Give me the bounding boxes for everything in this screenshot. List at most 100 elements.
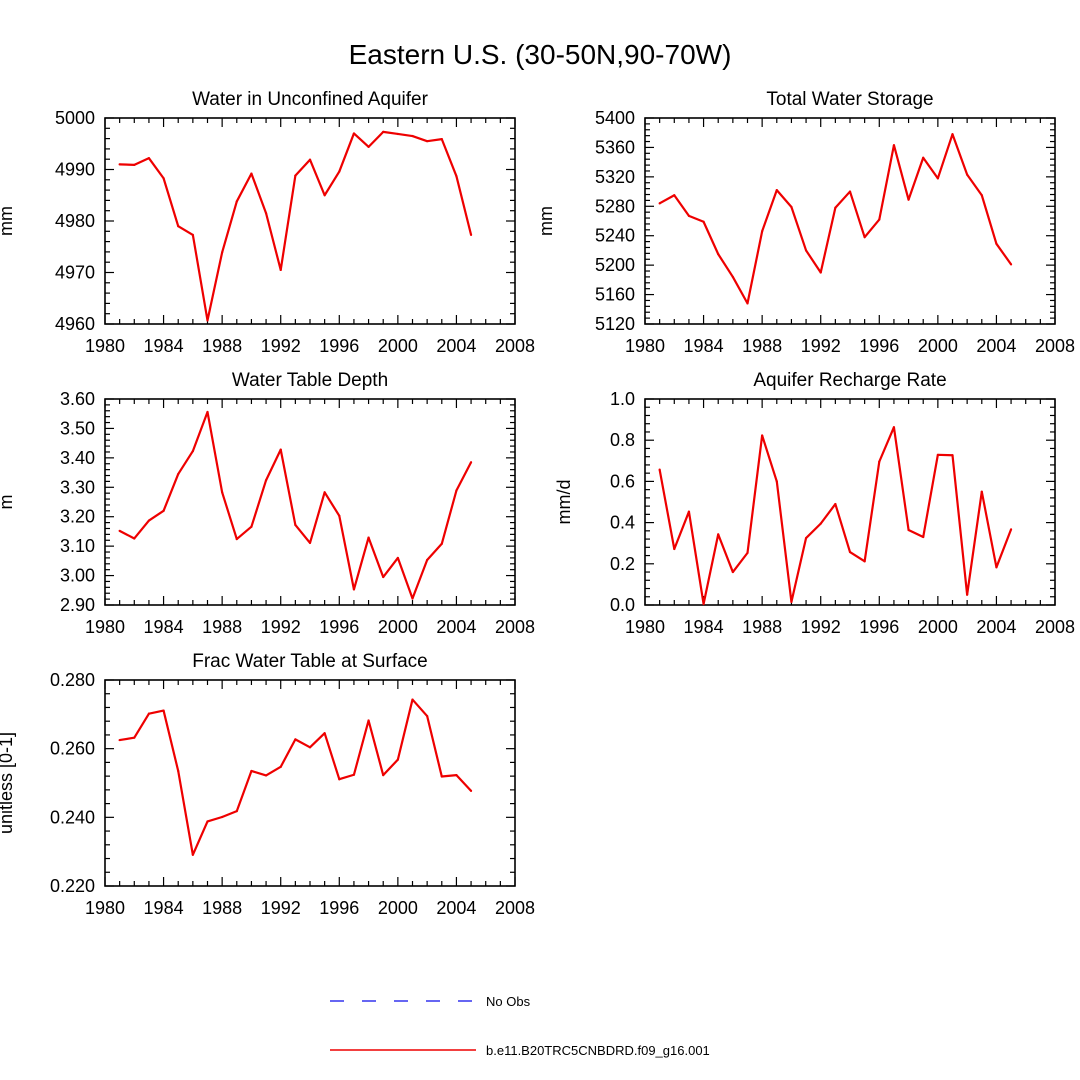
panel-5-ytick-label: 0.260 — [50, 739, 95, 759]
panel-4-data-point — [834, 502, 837, 506]
panel-1-data-point — [177, 225, 180, 228]
panel-4-data-point — [819, 522, 822, 525]
panel-1-ytick-label: 4980 — [55, 211, 95, 231]
panel-2-data-point — [922, 156, 925, 159]
panel-1-xtick-label: 2008 — [495, 336, 535, 356]
panel-5-data-point — [250, 769, 253, 773]
panel-3-ylabel: m — [0, 495, 16, 510]
panel-1-data-point — [118, 163, 121, 166]
panel-1-series-line — [119, 130, 473, 322]
panel-4-xtick-label: 2000 — [918, 617, 958, 637]
panel-4-data-point — [907, 528, 910, 532]
panel-2-ytick-label: 5120 — [595, 314, 635, 334]
panel-5-xtick-label: 2008 — [495, 898, 535, 918]
panel-4-data-point — [951, 454, 954, 457]
panel-3-xtick-label: 1984 — [144, 617, 184, 637]
panel-1-data-point — [352, 132, 356, 135]
panel-5-data-point — [426, 714, 429, 718]
panel-4-xtick-label: 2004 — [976, 617, 1016, 637]
panel-5-xtick-label: 2000 — [378, 898, 418, 918]
panel-1-data-point — [308, 158, 312, 161]
panel-3-ytick-label: 3.50 — [60, 418, 95, 438]
panel-4-data-point — [966, 593, 969, 596]
panel-3-data-point — [177, 472, 180, 476]
panel-4-ytick-label: 0.4 — [610, 513, 635, 533]
panel-4-data-point — [892, 426, 896, 429]
panel-4-data-point — [863, 560, 866, 563]
panel-2-data-point — [746, 302, 749, 305]
panel-1-xtick-label: 2004 — [436, 336, 476, 356]
panel-5-ytick-label: 0.280 — [50, 670, 95, 690]
panel-3-xtick-label: 1980 — [85, 617, 125, 637]
panel-3-data-point — [367, 536, 370, 539]
panel-2-data-point — [658, 202, 661, 205]
panel-1-water-in-unconfined-aquifer: 1980 1984 1988 1992 1996 2000 2004 2008 4960 4970… — [0, 89, 535, 356]
panel-4-aquifer-recharge-rate: 1980 1984 1988 1992 1996 2000 2004 2008 0.0 0.2 0.… — [554, 370, 1075, 637]
panel-3-ytick-label: 3.60 — [60, 389, 95, 409]
panel-2-data-point — [980, 194, 983, 197]
panel-3-data-point — [250, 525, 253, 528]
panel-2-data-point — [907, 198, 910, 201]
panel-1-ytick-label: 4990 — [55, 160, 95, 180]
panel-5-data-point — [352, 773, 356, 776]
panel-4-title: Aquifer Recharge Rate — [753, 370, 946, 391]
panel-3-xtick-label: 2000 — [378, 617, 418, 637]
panel-1-data-point — [294, 174, 297, 177]
panel-5-xtick-label: 1996 — [319, 898, 359, 918]
panel-5-data-point — [191, 853, 194, 856]
panel-5-data-point — [294, 738, 297, 741]
panel-2-ytick-label: 5320 — [595, 167, 635, 187]
panel-2-data-point — [848, 190, 852, 193]
panel-4-xtick-label: 1980 — [625, 617, 665, 637]
panel-2-series-line — [659, 133, 1012, 305]
panel-5-data-point — [133, 736, 136, 739]
panel-5-frame — [104, 679, 516, 887]
panel-2-data-point — [1009, 263, 1013, 266]
panel-2-data-point — [731, 275, 734, 279]
panel-1-data-point — [162, 177, 165, 180]
panel-4-ytick-label: 0.8 — [610, 430, 635, 450]
panel-2-data-point — [878, 218, 881, 221]
panel-2-ylabel: mm — [536, 206, 556, 236]
panel-5-data-point — [367, 719, 370, 722]
panel-5-data-point — [469, 789, 473, 792]
panel-1-frame — [104, 117, 516, 325]
panel-5-xtick-label: 2004 — [436, 898, 476, 918]
panel-3-data-point — [191, 449, 194, 453]
panel-2-data-point — [995, 242, 998, 245]
panel-2-xtick-label: 2008 — [1035, 336, 1075, 356]
panel-5-xtick-label: 1984 — [144, 898, 184, 918]
panel-2-data-point — [951, 133, 954, 136]
panel-1-title: Water in Unconfined Aquifer — [192, 89, 429, 110]
panel-5-ylabel: unitless [0-1] — [0, 732, 16, 834]
panel-5-data-point — [323, 732, 326, 735]
panel-3-data-point — [411, 597, 414, 600]
panel-1-data-point — [191, 233, 194, 237]
panel-3-data-point — [294, 523, 297, 527]
panel-2-data-point — [790, 205, 793, 209]
panel-2-data-point — [936, 177, 939, 180]
panel-4-data-point — [761, 434, 764, 437]
panel-1-data-point — [221, 251, 224, 254]
panel-3-xtick-label: 2008 — [495, 617, 535, 637]
panel-3-data-point — [396, 556, 399, 560]
panel-2-data-point — [966, 173, 969, 176]
panel-2-data-point — [673, 194, 676, 197]
panel-4-xtick-label: 2008 — [1035, 617, 1075, 637]
panel-4-frame — [644, 398, 1056, 606]
panel-4-tick-marks — [644, 398, 1056, 606]
panel-3-data-point — [235, 537, 238, 541]
panel-4-data-point — [922, 535, 925, 539]
panel-5-data-point — [440, 775, 443, 778]
panel-1-data-point — [250, 172, 253, 175]
panel-5-data-point — [206, 820, 209, 823]
panel-1-ytick-label: 4970 — [55, 263, 95, 283]
legend: No Obs b.e11.B20TRC5CNBDRD.f09_g16.001 — [330, 994, 710, 1058]
panel-4-ytick-label: 0.0 — [610, 595, 635, 615]
panel-4-data-point — [658, 468, 661, 471]
panel-4-data-point — [775, 480, 778, 483]
panel-4-data-point — [790, 600, 793, 604]
panel-4-xtick-label: 1996 — [859, 617, 899, 637]
panel-4-xtick-label: 1984 — [684, 617, 724, 637]
